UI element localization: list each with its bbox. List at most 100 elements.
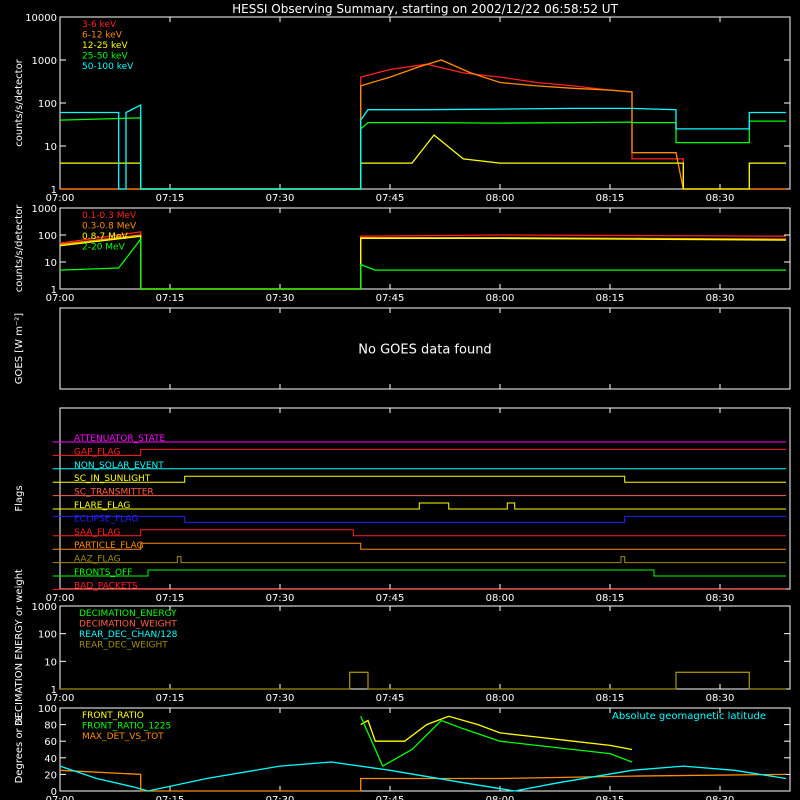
y-tick-label: 1000 [32, 204, 57, 215]
flag-label: SC_TRANSMITTER [74, 488, 154, 498]
y-tick-label: 1 [51, 185, 57, 196]
x-tick-label: 08:30 [706, 193, 735, 204]
y-axis-label: GOES [W m⁻²] [14, 313, 25, 384]
x-tick-label: 08:15 [596, 593, 625, 604]
x-tick-label: 08:15 [596, 293, 625, 304]
flag-line [52, 475, 786, 483]
series-line [60, 59, 786, 190]
x-tick-label: 07:30 [266, 693, 295, 704]
y-tick-label: 10 [44, 142, 57, 153]
x-tick-label: 08:00 [486, 795, 515, 800]
flag-line [52, 556, 786, 564]
panel-frame [59, 407, 791, 590]
no-data-message: No GOES data found [358, 343, 491, 358]
y-axis-label: counts/s/detector [14, 204, 25, 292]
panel-goes: GOES [W m⁻²] No GOES data found [14, 307, 791, 390]
legend-entry: 2-20 MeV [82, 243, 126, 253]
flag-label: ECLIPSE_FLAG [74, 514, 138, 524]
flag-label: FRONTS_OFF [74, 568, 132, 578]
panel-counts-high: 07:00 07:15 07:30 07:45 08:00 08:15 08:30 count… [14, 204, 791, 304]
legend-entry: 3-6 keV [82, 20, 117, 30]
x-tick-label: 08:00 [486, 293, 515, 304]
x-tick-label: 07:00 [46, 593, 75, 604]
x-tick-label: 07:15 [156, 593, 185, 604]
flag-label: PARTICLE_FLAG [74, 541, 144, 551]
series-line [59, 769, 787, 792]
series-line [59, 235, 787, 290]
flag-label: ATTENUATOR_STATE [74, 434, 166, 444]
flag-line [52, 515, 786, 523]
series-line [60, 671, 786, 690]
flag-line [52, 529, 786, 537]
panel-decimation: 07:00 07:15 07:30 07:45 08:00 08:15 08:30 DECIM… [14, 569, 791, 726]
y-tick-label: 1 [51, 685, 57, 696]
series-line [360, 715, 633, 751]
series-line [60, 63, 786, 190]
flag-line [52, 502, 786, 510]
panel-ratios: 07:00 07:15 07:30 07:45 08:00 08:15 08:30 Degre… [14, 704, 791, 800]
x-tick-label: 08:30 [706, 693, 735, 704]
y-axis-label: Flags [14, 485, 25, 511]
legend-entry: FRONT_RATIO_1225 [82, 722, 171, 732]
series-line [60, 103, 786, 190]
flag-label: AAZ_FLAG [74, 555, 121, 565]
x-tick-label: 07:15 [156, 293, 185, 304]
series-line [360, 716, 633, 768]
y-tick-label: 10000 [25, 13, 57, 24]
y-tick-label: 20 [44, 770, 57, 781]
x-tick-label: 07:00 [46, 795, 75, 800]
legend-entry: DECIMATION_ENERGY [79, 609, 177, 619]
legend-entry: REAR_DEC_WEIGHT [79, 641, 168, 651]
x-tick-label: 07:30 [266, 593, 295, 604]
y-tick-label: 10 [44, 657, 57, 668]
x-tick-label: 07:00 [46, 693, 75, 704]
x-tick-label: 07:45 [376, 293, 405, 304]
panel-frame [59, 207, 791, 290]
x-tick-label: 07:45 [376, 193, 405, 204]
x-tick-label: 07:30 [266, 293, 295, 304]
y-tick-label: 80 [44, 721, 57, 732]
x-tick-label: 07:30 [266, 795, 295, 800]
y-tick-label: 0 [51, 787, 57, 798]
y-tick-label: 1 [51, 285, 57, 296]
y-tick-label: 100 [38, 630, 57, 641]
y-tick-label: 60 [44, 737, 57, 748]
x-tick-label: 07:00 [46, 193, 75, 204]
flag-line [52, 542, 786, 550]
x-tick-label: 07:15 [156, 795, 185, 800]
legend-entry: DECIMATION_WEIGHT [79, 620, 177, 630]
flag-line [52, 569, 786, 577]
y-tick-label: 1000 [32, 602, 57, 613]
x-tick-label: 08:30 [706, 293, 735, 304]
legend-entry: FRONT_RATIO [82, 711, 144, 721]
legend-entry: 0.8-7 MeV [82, 232, 128, 242]
annotation-label: Absolute geomagnetic latitude [612, 711, 766, 722]
flag-label: SAA_FLAG [74, 528, 120, 538]
x-tick-label: 08:15 [596, 693, 625, 704]
legend-entry: 25-50 keV [82, 52, 128, 62]
x-tick-label: 08:15 [596, 193, 625, 204]
x-tick-label: 07:45 [376, 693, 405, 704]
panel-flags: 07:00 07:15 07:30 07:45 08:00 08:15 08:30 Flags… [14, 407, 791, 604]
y-tick-label: 100 [38, 231, 57, 242]
legend-entry: 12-25 keV [82, 41, 128, 51]
series-line [59, 231, 787, 290]
y-axis-label: DECIMATION ENERGY or weight [14, 569, 25, 726]
series-line [59, 761, 787, 792]
flag-line [52, 448, 786, 456]
y-tick-label: 100 [38, 704, 57, 715]
x-tick-label: 07:00 [46, 293, 75, 304]
flag-label: SC_IN_SUNLIGHT [74, 474, 151, 484]
flag-label: GAP_FLAG [74, 447, 120, 457]
flag-label: BAD_PACKETS [74, 581, 138, 591]
flag-label: NON_SOLAR_EVENT [74, 461, 164, 471]
legend-entry: 6-12 keV [82, 31, 123, 41]
chart-title: HESSI Observing Summary, starting on 200… [232, 2, 618, 16]
x-tick-label: 07:30 [266, 193, 295, 204]
x-tick-label: 08:00 [486, 693, 515, 704]
y-tick-label: 10 [44, 258, 57, 269]
x-tick-label: 07:15 [156, 693, 185, 704]
y-tick-label: 1000 [32, 56, 57, 67]
x-tick-label: 08:15 [596, 795, 625, 800]
